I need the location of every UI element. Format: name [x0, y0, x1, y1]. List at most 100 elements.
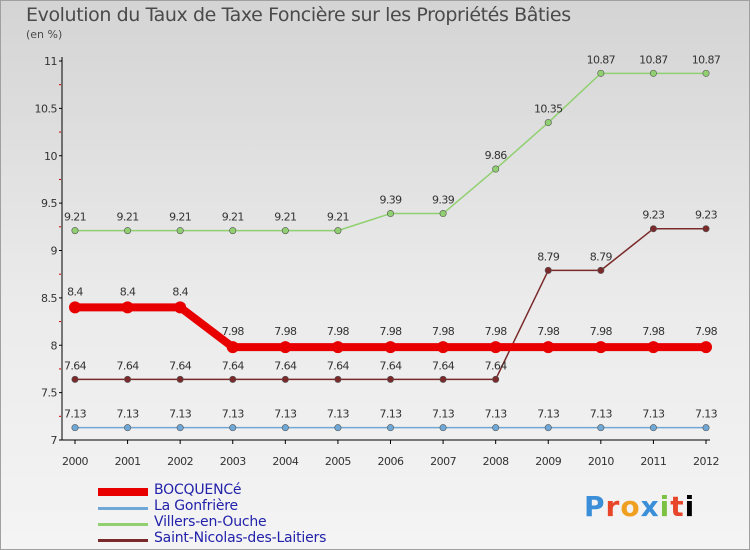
data-point: [542, 341, 555, 354]
data-label: 7.13: [695, 408, 718, 421]
data-point: [71, 424, 79, 432]
legend-swatch: [98, 488, 148, 496]
data-label: 7.13: [274, 408, 297, 421]
y-tick-label: 8: [51, 339, 58, 352]
data-label: 9.23: [642, 209, 665, 222]
data-label: 7.13: [537, 408, 560, 421]
data-label: 7.64: [64, 359, 87, 372]
chart-subtitle: (en %): [26, 28, 63, 41]
chart-title: Evolution du Taux de Taxe Foncière sur l…: [26, 4, 571, 26]
data-point: [649, 69, 657, 77]
data-point: [489, 341, 502, 354]
data-label: 7.98: [537, 325, 560, 338]
y-tick-label: 10.5: [35, 102, 58, 115]
x-tick-label: 2007: [430, 455, 456, 468]
data-label: 8.4: [172, 285, 188, 298]
data-point: [331, 341, 344, 354]
x-tick-label: 2009: [535, 455, 561, 468]
x-tick-label: 2003: [220, 455, 246, 468]
data-label: 8.4: [67, 285, 83, 298]
data-point: [386, 424, 394, 432]
data-label: 7.98: [222, 325, 245, 338]
y-tick-label: 7.5: [41, 387, 57, 400]
data-label: 7.13: [642, 408, 665, 421]
data-point: [176, 424, 184, 432]
x-tick-label: 2006: [378, 455, 404, 468]
legend-label: BOCQUENCé: [154, 482, 242, 498]
data-point: [384, 341, 397, 354]
data-label: 9.86: [485, 149, 508, 162]
data-label: 10.87: [639, 53, 668, 66]
data-label: 9.21: [117, 211, 139, 224]
data-label: 7.98: [432, 325, 455, 338]
data-point: [700, 341, 712, 354]
data-point: [492, 375, 500, 383]
data-label: 7.13: [64, 408, 87, 421]
data-label: 7.98: [695, 325, 718, 338]
data-point: [492, 424, 500, 432]
data-point: [647, 341, 660, 354]
data-point: [121, 301, 134, 314]
data-point: [544, 424, 552, 432]
data-label: 7.98: [590, 325, 613, 338]
x-tick-label: 2004: [272, 455, 298, 468]
data-point: [386, 210, 394, 218]
data-label: 8.79: [590, 250, 613, 263]
data-point: [279, 341, 292, 354]
data-label: 9.21: [169, 211, 191, 224]
data-label: 7.98: [327, 325, 350, 338]
data-point: [229, 424, 237, 432]
data-label: 7.13: [379, 408, 402, 421]
data-label: 10.35: [534, 103, 563, 116]
data-label: 7.13: [169, 408, 192, 421]
data-label: 9.21: [64, 211, 86, 224]
x-tick-label: 2012: [693, 455, 719, 468]
data-label: 7.64: [117, 359, 140, 372]
x-tick-label: 2008: [483, 455, 509, 468]
data-point: [649, 225, 657, 233]
x-tick-label: 2011: [640, 455, 666, 468]
data-point: [281, 375, 289, 383]
data-label: 8.4: [120, 285, 136, 298]
data-point: [386, 375, 394, 383]
legend-swatch: [98, 507, 148, 510]
data-label: 7.64: [485, 359, 508, 372]
x-tick-label: 2010: [588, 455, 614, 468]
data-label: 8.79: [537, 250, 560, 263]
data-point: [597, 424, 605, 432]
data-point: [174, 301, 187, 314]
data-point: [597, 69, 605, 77]
data-label: 7.13: [327, 408, 350, 421]
data-label: 7.13: [117, 408, 140, 421]
data-label: 7.13: [432, 408, 455, 421]
data-point: [176, 227, 184, 235]
data-point: [544, 266, 552, 274]
data-point: [124, 375, 132, 383]
series-line-2: [75, 72, 706, 232]
data-label: 7.64: [222, 359, 245, 372]
data-point: [71, 227, 79, 235]
y-tick-label: 7: [51, 434, 58, 447]
x-tick-label: 2001: [115, 455, 141, 468]
data-label: 7.98: [642, 325, 665, 338]
data-point: [544, 119, 552, 127]
data-label: 9.21: [222, 211, 244, 224]
legend-swatch: [98, 539, 148, 542]
data-point: [71, 375, 79, 383]
data-label: 7.98: [379, 325, 402, 338]
data-label: 7.64: [274, 359, 297, 372]
legend-label: Villers-en-Ouche: [154, 514, 267, 530]
data-point: [334, 227, 342, 235]
data-point: [124, 227, 132, 235]
y-tick-label: 9: [51, 245, 58, 258]
data-label: 7.13: [590, 408, 613, 421]
data-point: [649, 424, 657, 432]
data-label: 7.64: [379, 359, 402, 372]
data-label: 7.13: [485, 408, 508, 421]
data-label: 7.98: [274, 325, 297, 338]
data-point: [437, 341, 450, 354]
data-point: [176, 375, 184, 383]
legend-label: La Gonfrière: [154, 498, 238, 514]
